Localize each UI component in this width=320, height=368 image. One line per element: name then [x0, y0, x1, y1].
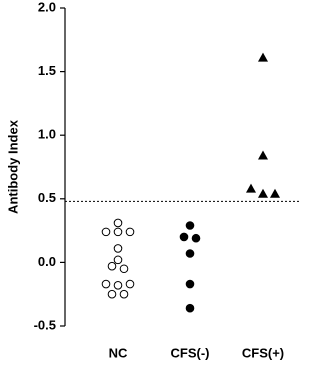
data-point: [113, 244, 123, 253]
x-tick-label: CFS(-): [171, 345, 210, 360]
data-point: [185, 303, 195, 313]
data-point: [101, 279, 111, 289]
data-point: [185, 249, 195, 258]
y-axis-label: Antibody Index: [5, 119, 20, 214]
data-point: [125, 279, 135, 289]
y-tick-label: -0.5: [34, 317, 56, 332]
data-point: [185, 279, 195, 289]
data-point: [113, 227, 123, 237]
data-point: [246, 183, 256, 193]
x-tick-label: NC: [109, 345, 128, 360]
y-tick-label: 2.0: [38, 0, 56, 14]
data-point: [107, 261, 117, 271]
data-point: [119, 264, 129, 274]
y-tick-label: 1.0: [38, 127, 56, 142]
data-point: [119, 289, 129, 299]
data-point: [113, 280, 123, 290]
data-point: [107, 289, 117, 299]
chart: Antibody Index -0.5 0.0 0.5 1.0 1.5 2.0 NC CFS(…: [5, 0, 300, 360]
data-point: [101, 227, 111, 237]
data-point: [258, 52, 268, 62]
data-point: [258, 188, 268, 198]
data-point: [185, 221, 195, 230]
y-tick-label: 0.5: [38, 190, 56, 205]
data-point: [113, 218, 123, 228]
data-point: [125, 227, 135, 237]
x-tick-label: CFS(+): [242, 345, 284, 360]
data-point: [191, 233, 201, 243]
data-point: [258, 150, 268, 160]
data-point: [113, 255, 123, 265]
y-tick-label: 0.0: [38, 254, 56, 269]
y-tick-label: 1.5: [38, 63, 56, 78]
data-point: [179, 232, 189, 242]
data-point: [270, 188, 280, 198]
